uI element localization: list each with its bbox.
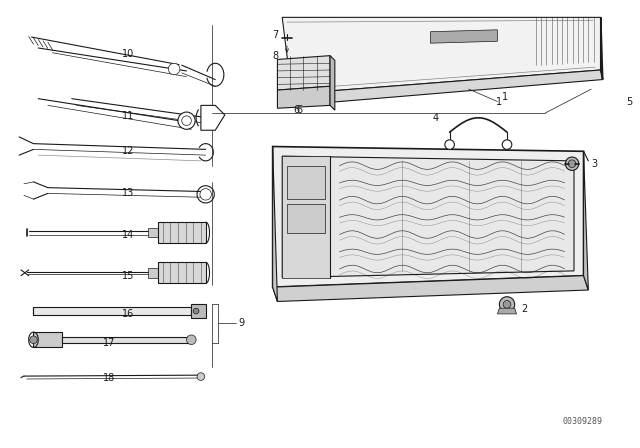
Text: 2: 2 (522, 304, 527, 314)
Circle shape (29, 336, 37, 344)
Polygon shape (158, 222, 205, 243)
Text: 18: 18 (103, 373, 116, 383)
Text: 9: 9 (238, 319, 244, 328)
Polygon shape (287, 204, 325, 233)
Polygon shape (497, 308, 516, 314)
Text: 3: 3 (591, 159, 597, 169)
Text: 14: 14 (122, 229, 134, 240)
Polygon shape (601, 17, 603, 80)
Polygon shape (273, 276, 588, 302)
Circle shape (178, 112, 195, 129)
Circle shape (200, 189, 211, 200)
Text: 6: 6 (294, 105, 300, 115)
Polygon shape (292, 70, 603, 105)
Polygon shape (33, 332, 62, 347)
Text: 10: 10 (122, 49, 134, 59)
Text: 1: 1 (495, 97, 502, 107)
Polygon shape (584, 151, 588, 290)
Polygon shape (158, 262, 205, 283)
Circle shape (182, 116, 191, 125)
Text: 5: 5 (627, 97, 633, 107)
Text: 00309289: 00309289 (563, 417, 603, 426)
Polygon shape (33, 307, 191, 315)
Text: 12: 12 (122, 146, 135, 156)
Text: 7: 7 (273, 30, 279, 39)
Text: 16: 16 (122, 309, 134, 319)
Text: 17: 17 (103, 338, 116, 348)
Circle shape (445, 140, 454, 149)
Polygon shape (282, 156, 330, 278)
Circle shape (502, 140, 512, 149)
Polygon shape (330, 56, 335, 110)
Polygon shape (282, 156, 574, 278)
Circle shape (186, 335, 196, 345)
Text: 6: 6 (296, 105, 303, 115)
Polygon shape (287, 166, 325, 199)
Circle shape (168, 63, 180, 75)
Circle shape (565, 157, 579, 170)
Polygon shape (148, 268, 158, 278)
Circle shape (193, 308, 199, 314)
Circle shape (503, 301, 511, 308)
Text: 13: 13 (122, 189, 134, 198)
Circle shape (197, 373, 205, 380)
Polygon shape (273, 146, 584, 287)
Text: 15: 15 (122, 271, 135, 280)
Polygon shape (282, 17, 601, 94)
Circle shape (568, 160, 576, 168)
Polygon shape (148, 228, 158, 237)
Polygon shape (273, 146, 277, 302)
Text: 1: 1 (502, 92, 508, 102)
Polygon shape (277, 56, 330, 90)
Text: 11: 11 (122, 111, 134, 121)
Polygon shape (277, 86, 330, 108)
Polygon shape (431, 30, 497, 43)
Circle shape (499, 297, 515, 312)
Polygon shape (191, 304, 205, 318)
Text: 8: 8 (273, 51, 279, 60)
Polygon shape (62, 337, 191, 343)
Text: 4: 4 (433, 113, 438, 123)
Polygon shape (201, 105, 225, 130)
